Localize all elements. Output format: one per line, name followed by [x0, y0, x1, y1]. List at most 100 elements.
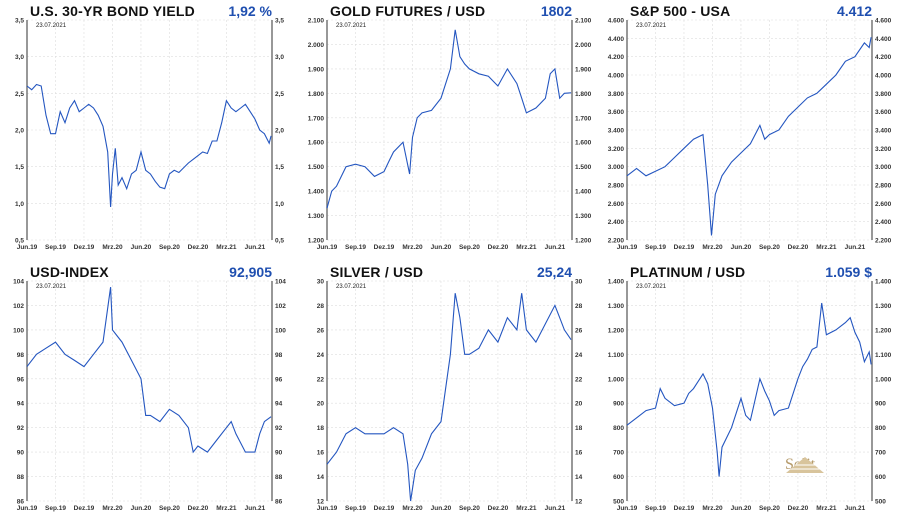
y-tick-left: 4.600 — [608, 18, 625, 25]
x-tick: Mrz.21 — [816, 505, 837, 512]
y-tick-left: 96 — [17, 376, 25, 383]
y-tick-right: 12 — [575, 499, 583, 506]
y-tick-left: 2.800 — [608, 183, 625, 190]
y-tick-left: 3,0 — [15, 54, 24, 61]
chart-svg: 1.200 1.200 1.300 1.300 1.400 1.400 1.500 1.500… — [308, 18, 592, 252]
y-tick-left: 1.100 — [608, 352, 625, 359]
y-tick-left: 1.300 — [308, 213, 325, 220]
series-line — [626, 302, 872, 477]
y-tick-left: 100 — [13, 327, 24, 334]
y-tick-right: 16 — [575, 450, 583, 457]
chart-svg: 12 12 14 14 16 16 18 18 20 20 22 22 24 24 26 26 28 28 30 30… — [317, 279, 583, 513]
y-tick-left: 0,5 — [15, 238, 24, 245]
y-tick-left: 1.800 — [308, 91, 325, 98]
series-line — [26, 287, 272, 454]
chart-panel: 86 86 88 88 90 90 92 92 94 94 96 96 98 98 100 100 102 102… — [0, 261, 300, 522]
current-value: 25,24 — [536, 264, 572, 280]
y-tick-left: 1.900 — [308, 66, 325, 73]
x-tick: Sep.20 — [759, 244, 780, 251]
y-tick-right: 28 — [575, 303, 583, 310]
y-tick-right: 96 — [275, 376, 283, 383]
x-tick: Dez.20 — [488, 505, 509, 512]
x-tick: Dez.20 — [788, 244, 809, 251]
x-tick: Mrz.21 — [516, 505, 537, 512]
y-tick-left: 4.000 — [608, 73, 625, 80]
current-value: 1802 — [540, 3, 572, 19]
y-tick-left: 28 — [317, 303, 325, 310]
y-tick-right: 2.400 — [875, 219, 892, 226]
y-tick-left: 14 — [317, 474, 325, 481]
x-tick: Jun.20 — [431, 244, 452, 251]
y-tick-left: 24 — [317, 352, 325, 359]
y-tick-left: 3.000 — [608, 164, 625, 171]
y-tick-right: 2,5 — [275, 91, 284, 98]
y-tick-right: 3,5 — [275, 18, 284, 25]
y-tick-left: 26 — [317, 327, 325, 334]
y-tick-left: 4.200 — [608, 54, 625, 61]
x-tick: Jun.19 — [317, 244, 338, 251]
y-tick-left: 800 — [613, 425, 624, 432]
y-tick-right: 4.400 — [875, 36, 892, 43]
chart-panel: 2.200 2.200 2.400 2.400 2.600 2.600 2.800 2.800… — [600, 0, 900, 261]
x-tick: Sep.20 — [459, 505, 480, 512]
y-tick-left: 1.000 — [608, 376, 625, 383]
y-tick-right: 0,5 — [275, 238, 284, 245]
chart-panel: 1.200 1.200 1.300 1.300 1.400 1.400 1.500 1.500… — [300, 0, 600, 261]
y-tick-left: 1.600 — [308, 140, 325, 147]
chart-svg: 86 86 88 88 90 90 92 92 94 94 96 96 98 98 100 100 102 102… — [13, 279, 286, 513]
date-label: 23.07.2021 — [36, 23, 67, 29]
x-tick: Sep.19 — [645, 244, 666, 251]
y-tick-left: 1,5 — [15, 164, 24, 171]
x-tick: Dez.20 — [188, 244, 209, 251]
y-tick-right: 2.000 — [575, 42, 592, 49]
y-tick-left: 22 — [317, 376, 325, 383]
x-tick: Sep.19 — [345, 244, 366, 251]
y-tick-right: 102 — [275, 303, 286, 310]
date-label: 23.07.2021 — [636, 284, 667, 290]
x-tick: Jun.20 — [731, 244, 752, 251]
x-tick: Jun.21 — [245, 505, 266, 512]
x-tick: Dez.19 — [74, 244, 95, 251]
y-tick-left: 3.200 — [608, 146, 625, 153]
chart-title: PLATINUM / USD — [630, 264, 746, 280]
y-tick-left: 2.000 — [308, 42, 325, 49]
y-tick-left: 500 — [613, 499, 624, 506]
y-tick-left: 90 — [17, 450, 25, 457]
y-tick-right: 104 — [275, 279, 286, 286]
y-tick-left: 18 — [317, 425, 325, 432]
y-tick-right: 2,0 — [275, 128, 284, 135]
date-label: 23.07.2021 — [36, 284, 67, 290]
y-tick-right: 94 — [275, 401, 283, 408]
x-tick: Mrz.21 — [216, 505, 237, 512]
y-tick-right: 4.200 — [875, 54, 892, 61]
chart-svg: 0,5 0,5 1,0 1,0 1,5 1,5 2,0 2,0 2,5 2,5 3,0 3,0 3,5 3… — [15, 18, 284, 252]
y-tick-left: 1.400 — [608, 279, 625, 286]
chart-svg: 500 500 600 600 700 700 800 800 900 900 1.000 1.000… — [608, 279, 892, 513]
x-tick: Sep.19 — [45, 244, 66, 251]
x-tick: Dez.19 — [674, 505, 695, 512]
x-tick: Jun.21 — [545, 244, 566, 251]
date-label: 23.07.2021 — [336, 23, 367, 29]
y-tick-right: 1.200 — [875, 327, 892, 334]
x-tick: Jun.20 — [131, 244, 152, 251]
x-tick: Dez.19 — [74, 505, 95, 512]
y-tick-left: 1.300 — [608, 303, 625, 310]
y-tick-right: 3.600 — [875, 109, 892, 116]
y-tick-left: 102 — [13, 303, 24, 310]
y-tick-left: 700 — [613, 450, 624, 457]
x-tick: Mrz.20 — [402, 244, 423, 251]
y-tick-left: 3.400 — [608, 128, 625, 135]
chart-title: SILVER / USD — [330, 264, 424, 280]
x-tick: Sep.20 — [459, 244, 480, 251]
y-tick-right: 3.000 — [875, 164, 892, 171]
x-tick: Mrz.21 — [516, 244, 537, 251]
x-tick: Dez.19 — [374, 244, 395, 251]
y-tick-right: 98 — [275, 352, 283, 359]
x-tick: Sep.20 — [159, 505, 180, 512]
series-line — [326, 293, 572, 502]
x-tick: Jun.21 — [545, 505, 566, 512]
y-tick-right: 1.800 — [575, 91, 592, 98]
current-value: 92,905 — [229, 264, 272, 280]
x-tick: Jun.21 — [845, 505, 866, 512]
